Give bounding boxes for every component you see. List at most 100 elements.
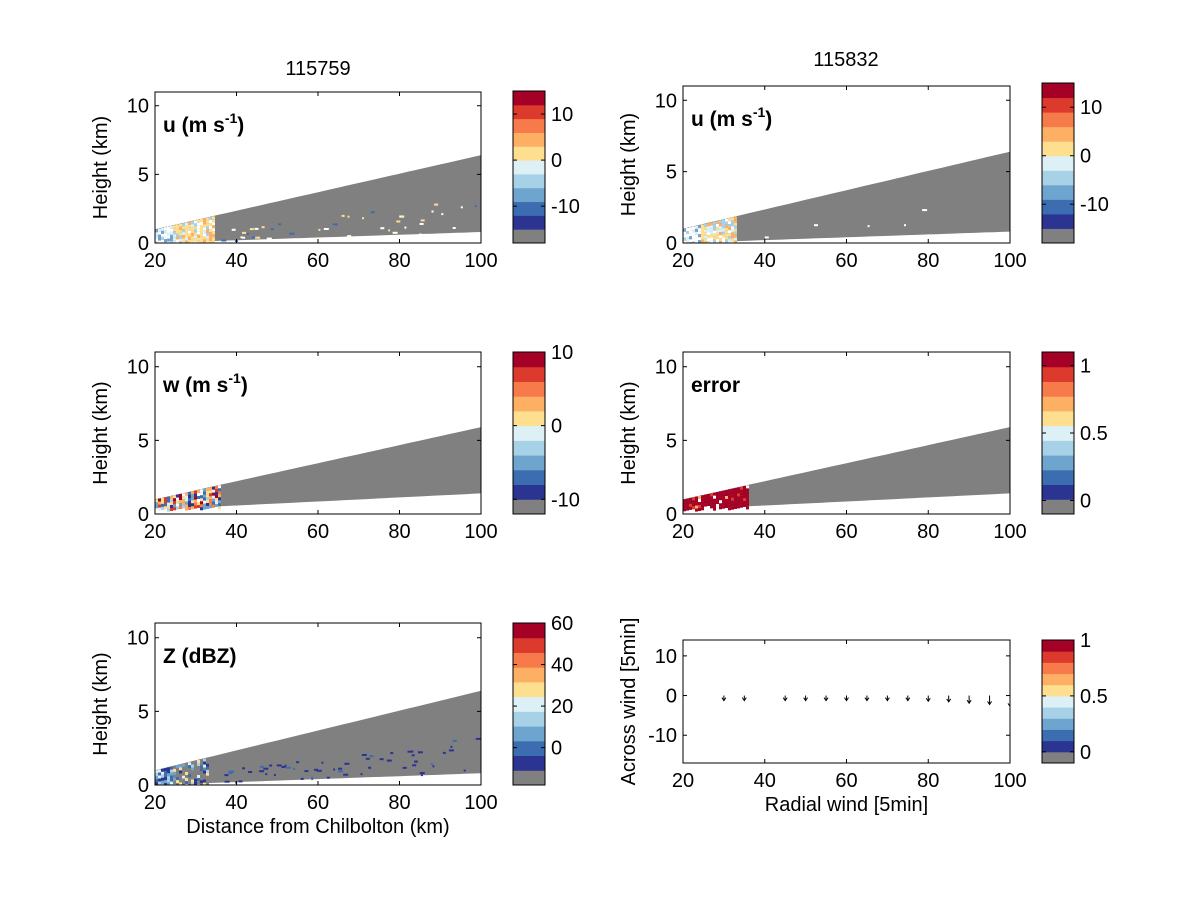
y-tick-label: 10: [127, 357, 149, 379]
colorbar-segment: [1042, 695, 1074, 708]
x-tick-label: 60: [307, 792, 329, 814]
x-tick-label: 60: [307, 250, 329, 272]
x-tick-label: 40: [225, 250, 247, 272]
wind-arrow-head: [1007, 703, 1010, 708]
colorbar-segment: [1042, 425, 1074, 441]
wind-arrow-head: [721, 697, 727, 702]
colorbar-tick-label: 0.5: [1080, 686, 1108, 708]
y-axis-label: Height (km): [618, 113, 640, 216]
colorbar-segment: [1042, 228, 1074, 244]
colorbar-tick-label: -10: [551, 196, 580, 218]
data-patch: [155, 216, 215, 243]
colorbar-segment: [1042, 170, 1074, 186]
wind-arrow-head: [905, 697, 911, 702]
x-tick-label: 40: [754, 770, 776, 792]
y-tick-label: 10: [655, 646, 677, 668]
colorbar-segment: [1042, 126, 1074, 142]
colorbar-segment: [1042, 455, 1074, 471]
y-tick-label: 0: [666, 233, 677, 255]
colorbar-segment: [1042, 141, 1074, 157]
colorbar-tick-label: 0: [551, 416, 562, 438]
y-tick-label: 5: [666, 430, 677, 452]
colorbar-segment: [1042, 410, 1074, 427]
x-tick-label: 60: [835, 521, 857, 543]
data-patch: [155, 757, 209, 785]
y-tick-label: 5: [666, 162, 677, 184]
data-patch: [683, 485, 749, 512]
x-tick-label: 80: [388, 521, 410, 543]
colorbar-segment: [513, 201, 545, 216]
y-tick-label: 10: [655, 357, 677, 379]
x-tick-label: 80: [917, 521, 939, 543]
colorbar-segment: [513, 229, 545, 244]
y-tick-label: 10: [127, 96, 149, 118]
plot-area: [721, 695, 1010, 708]
panel-label: u (m s-1): [691, 104, 772, 131]
speckles: [221, 203, 477, 242]
x-tick-label: 80: [388, 792, 410, 814]
wind-arrow-head: [987, 701, 992, 706]
colorbar: 10.50: [1041, 351, 1108, 515]
colorbar-tick-label: 0: [1080, 742, 1091, 764]
colorbar-segment: [1042, 97, 1074, 113]
colorbar-segment: [1042, 213, 1074, 229]
x-tick-label: 100: [464, 521, 497, 543]
plot-area: [155, 690, 481, 785]
y-tick-label: -10: [648, 725, 677, 747]
speckles: [224, 737, 481, 784]
wind-arrow-head: [864, 697, 870, 702]
speckles: [764, 209, 928, 239]
colorbar-tick-label: 0.5: [1080, 423, 1108, 445]
colorbar-segment: [513, 366, 545, 382]
x-tick-label: 100: [993, 521, 1026, 543]
colorbar-segment: [1042, 155, 1074, 171]
colorbar-segment: [513, 381, 545, 397]
panel-label: w (m s-1): [162, 370, 248, 397]
plot-area: [683, 151, 1010, 243]
colorbar-tick-label: 10: [551, 104, 573, 126]
colorbar-tick-label: 0: [551, 150, 562, 172]
colorbar-tick-label: 1: [1080, 356, 1091, 378]
x-tick-label: 40: [754, 521, 776, 543]
data-patch: [155, 485, 221, 512]
colorbar-segment: [1042, 469, 1074, 486]
colorbar-segment: [1042, 729, 1074, 742]
colorbar-segment: [1042, 651, 1074, 663]
colorbar-segment: [1042, 662, 1074, 675]
colorbar-segment: [1042, 366, 1074, 382]
x-tick-label: 100: [993, 770, 1026, 792]
panel-label: error: [691, 374, 740, 397]
colorbar-segment: [513, 440, 545, 456]
x-axis-label: Distance from Chilbolton (km): [186, 816, 449, 838]
colorbar: 10 0 -10: [1041, 82, 1109, 244]
y-axis-label: Height (km): [90, 652, 112, 755]
colorbar-segment: [513, 187, 545, 203]
x-tick-label: 20: [144, 792, 166, 814]
wind-arrow-head: [946, 698, 952, 703]
y-axis-label: Across wind [5min]: [618, 618, 640, 786]
colorbar-frame: [512, 351, 546, 515]
x-tick-label: 100: [464, 250, 497, 272]
beam-coverage: [683, 427, 1010, 510]
y-tick-label: 0: [138, 504, 149, 526]
colorbar-segment: [513, 469, 545, 486]
wind-arrow-head: [803, 697, 809, 702]
colorbar-segment: [1042, 740, 1074, 753]
colorbar-segment: [513, 132, 545, 147]
colorbar-segment: [1042, 751, 1074, 764]
y-tick-label: 5: [138, 164, 149, 186]
data-patch: [683, 216, 737, 243]
x-tick-label: 100: [993, 250, 1026, 272]
colorbar-frame: [1041, 639, 1075, 764]
colorbar-segment: [513, 118, 545, 133]
colorbar-segment: [513, 770, 545, 786]
colorbar-tick-label: 0: [1080, 146, 1091, 168]
x-tick-label: 40: [754, 250, 776, 272]
colorbar-tick-label: 1: [1080, 630, 1091, 652]
colorbar-segment: [1042, 199, 1074, 215]
x-tick-label: 60: [307, 521, 329, 543]
